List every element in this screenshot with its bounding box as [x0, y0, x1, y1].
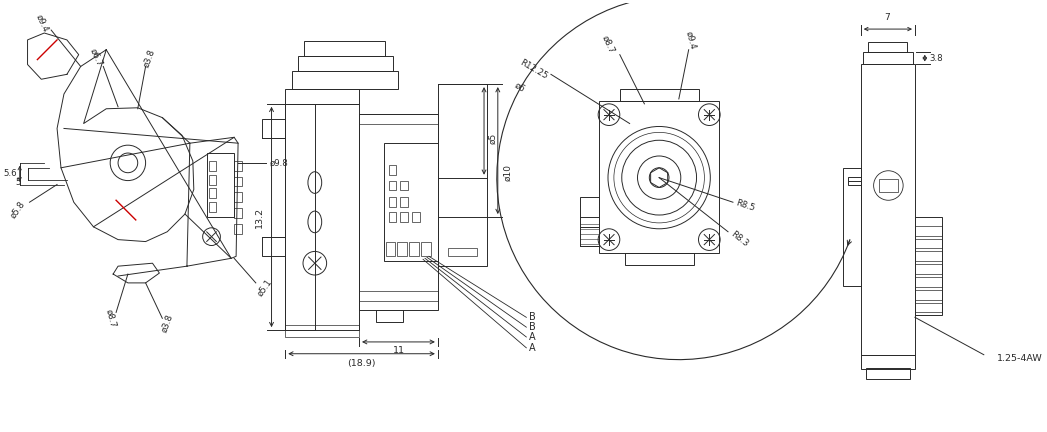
Bar — [285, 104, 315, 330]
Bar — [208, 175, 217, 184]
Bar — [413, 212, 420, 222]
Text: B: B — [529, 312, 536, 322]
Bar — [409, 241, 419, 256]
Text: ø9.4: ø9.4 — [684, 30, 697, 50]
Bar — [448, 248, 477, 256]
Bar — [285, 104, 359, 330]
Bar — [915, 264, 942, 274]
Bar — [863, 52, 913, 64]
Bar — [400, 181, 408, 191]
Bar — [262, 119, 285, 138]
Bar — [861, 355, 915, 369]
Bar — [915, 251, 942, 261]
Text: ø8.7: ø8.7 — [105, 308, 118, 329]
Bar — [262, 237, 285, 256]
Bar — [235, 208, 242, 218]
Text: (18.9): (18.9) — [347, 359, 375, 368]
Bar — [385, 241, 396, 256]
Bar — [388, 197, 397, 207]
Bar — [620, 89, 698, 101]
Text: 3.8: 3.8 — [930, 54, 943, 63]
Bar — [625, 254, 693, 265]
Bar — [915, 217, 942, 315]
Bar — [292, 71, 399, 89]
Bar — [208, 202, 217, 212]
Bar — [359, 114, 438, 311]
Bar — [915, 277, 942, 287]
Text: ø6.7: ø6.7 — [88, 47, 105, 68]
Bar — [843, 168, 861, 286]
Text: ø9.4: ø9.4 — [35, 13, 50, 34]
Bar — [398, 241, 407, 256]
Bar — [359, 114, 438, 124]
Bar — [298, 56, 393, 71]
Bar — [878, 178, 898, 192]
Bar — [388, 165, 397, 175]
Text: R12.25: R12.25 — [517, 58, 549, 81]
Text: ø9.8: ø9.8 — [270, 159, 289, 167]
Text: 13.2: 13.2 — [255, 206, 264, 228]
Bar — [285, 89, 359, 104]
Text: 5: 5 — [15, 178, 21, 187]
Bar — [285, 325, 359, 337]
Bar — [359, 291, 438, 301]
Text: R8.5: R8.5 — [735, 198, 756, 213]
Bar — [400, 212, 408, 222]
Bar — [388, 212, 397, 222]
Text: ø6: ø6 — [513, 80, 527, 94]
Text: 7: 7 — [885, 13, 890, 22]
Text: ø5.8: ø5.8 — [8, 200, 27, 220]
Bar — [235, 224, 242, 234]
Bar — [868, 42, 907, 52]
Bar — [235, 161, 242, 171]
Bar — [580, 227, 599, 247]
Text: A: A — [529, 332, 536, 342]
Text: R8.3: R8.3 — [730, 229, 751, 248]
Bar — [235, 177, 242, 187]
Bar — [304, 41, 384, 56]
Text: 1.25-4AW: 1.25-4AW — [997, 354, 1043, 363]
Text: 11: 11 — [393, 346, 404, 355]
Text: ø5: ø5 — [488, 133, 497, 144]
Bar — [206, 153, 235, 217]
Bar — [915, 290, 942, 300]
Text: A: A — [529, 343, 536, 353]
Bar — [376, 311, 403, 322]
Text: ø8.7: ø8.7 — [600, 35, 616, 55]
Bar — [400, 197, 408, 207]
Text: 5.6: 5.6 — [3, 169, 17, 178]
Bar — [438, 84, 487, 266]
Bar — [861, 64, 915, 355]
Bar — [235, 192, 242, 202]
Text: ø5.1: ø5.1 — [255, 277, 273, 298]
Bar — [208, 161, 217, 171]
Bar — [383, 143, 438, 261]
Bar — [208, 188, 217, 198]
Bar — [915, 226, 942, 236]
Bar — [580, 197, 599, 227]
Bar — [388, 181, 397, 191]
Bar — [599, 101, 719, 254]
Bar — [866, 368, 910, 379]
Bar — [915, 302, 942, 312]
Text: B: B — [529, 322, 536, 332]
Bar — [915, 238, 942, 248]
Text: ø10: ø10 — [504, 164, 512, 181]
Bar — [848, 177, 861, 184]
Text: ø3.8: ø3.8 — [142, 48, 157, 69]
Text: ø3.8: ø3.8 — [160, 313, 175, 334]
Bar — [421, 241, 431, 256]
